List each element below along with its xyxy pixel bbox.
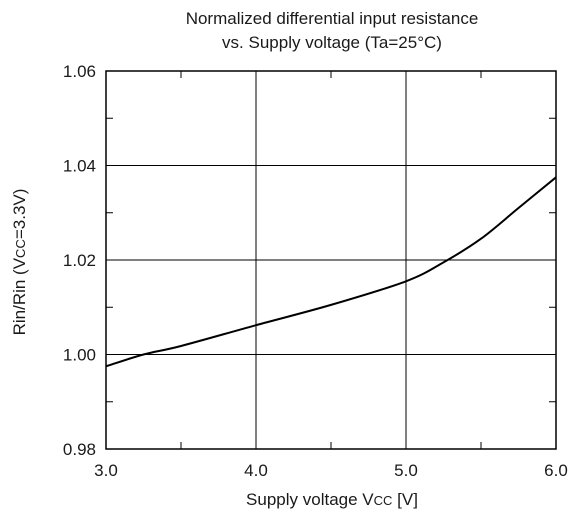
plot-frame	[105, 70, 557, 450]
y-tick-label: 1.06	[63, 62, 96, 81]
x-tick-label: 4.0	[244, 461, 268, 480]
y-axis-label-subscript: CC	[13, 239, 28, 258]
y-tick-label: 1.00	[63, 346, 96, 365]
x-tick-label: 6.0	[544, 461, 568, 480]
chart-title-line-1: Normalized differential input resistance	[186, 9, 479, 28]
x-axis-label: Supply voltage VCC [V]	[246, 490, 418, 509]
y-axis-label: Rin/Rin (VCC=3.3V)	[10, 189, 29, 336]
chart-title: Normalized differential input resistance…	[186, 9, 479, 52]
x-axis-label-suffix: [V]	[392, 490, 418, 509]
grid-lines	[106, 71, 556, 449]
chart-title-line-2: vs. Supply voltage (Ta=25°C)	[222, 33, 442, 52]
y-tick-label: 0.98	[63, 440, 96, 459]
x-axis-label-subscript: CC	[374, 493, 393, 508]
y-axis-label-suffix: =3.3V)	[10, 189, 29, 240]
x-tick-label: 3.0	[94, 461, 118, 480]
x-axis-label-prefix: Supply voltage V	[246, 490, 374, 509]
y-axis-label-prefix: Rin/Rin (V	[10, 257, 29, 335]
series-line	[105, 176, 557, 368]
x-tick-labels: 3.0 4.0 5.0 6.0	[94, 461, 568, 480]
y-tick-labels: 0.98 1.00 1.02 1.04 1.06	[63, 62, 96, 459]
x-tick-label: 5.0	[394, 461, 418, 480]
y-tick-label: 1.02	[63, 251, 96, 270]
axis-ticks	[106, 71, 556, 449]
y-tick-label: 1.04	[63, 157, 96, 176]
